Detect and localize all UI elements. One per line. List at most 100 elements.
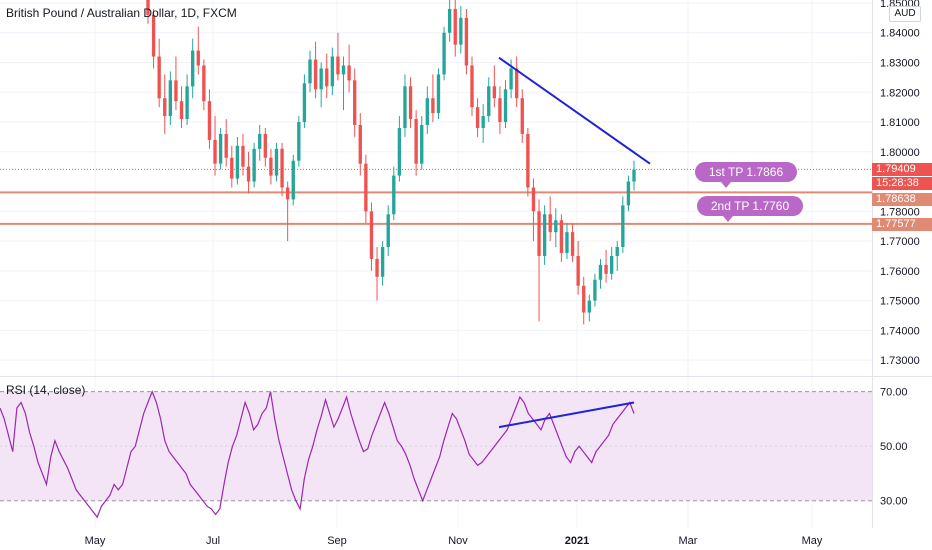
candle-body <box>436 74 441 114</box>
tp1-callout[interactable]: 1st TP 1.7866 <box>695 162 797 182</box>
price-tick-label: 1.77000 <box>880 236 920 248</box>
candle <box>475 98 480 137</box>
candle <box>598 258 603 289</box>
candle <box>470 56 474 117</box>
candle-body <box>246 166 251 182</box>
candle <box>626 175 631 212</box>
candle-body <box>447 8 452 33</box>
candles <box>146 0 636 325</box>
candle-body <box>330 56 335 87</box>
candle <box>163 74 167 134</box>
candle-body <box>218 133 223 164</box>
candle-body <box>542 214 547 256</box>
candle-body <box>621 205 625 248</box>
candle <box>269 148 273 185</box>
time-axis-label: Jul <box>206 535 220 547</box>
candle <box>213 116 217 176</box>
candle-body <box>353 80 357 125</box>
candle <box>526 127 530 197</box>
candle-body <box>263 133 267 158</box>
candle <box>559 214 564 262</box>
candle <box>146 0 150 24</box>
candle-body <box>191 50 195 87</box>
tp2-callout[interactable]: 2nd TP 1.7760 <box>697 196 803 216</box>
rsi-title: RSI (14, close) <box>6 383 86 397</box>
candle <box>274 142 279 182</box>
candle <box>246 151 251 194</box>
candle-body <box>520 98 524 134</box>
candle-body <box>336 56 340 75</box>
tp2-callout-pointer <box>723 216 733 222</box>
countdown-tag: 15:28:38 <box>872 177 932 190</box>
price-tick-label: 1.85000 <box>880 0 920 10</box>
price-tick-label: 1.82000 <box>880 87 920 99</box>
currency-button[interactable]: AUD <box>889 6 921 22</box>
candle-body <box>185 86 189 120</box>
time-axis-label: 2021 <box>565 535 589 547</box>
candle-body <box>308 59 312 84</box>
candle-body <box>207 101 212 140</box>
candle-body <box>285 187 290 200</box>
candle-body <box>274 148 279 176</box>
candle-body <box>565 232 569 253</box>
last-price-tag: 1.79409 <box>872 163 932 176</box>
candle <box>241 133 245 176</box>
candle-body <box>414 119 418 164</box>
price-tick-label: 1.84000 <box>880 28 920 40</box>
candle <box>487 77 491 123</box>
candle <box>609 247 614 280</box>
candle-body <box>347 65 351 81</box>
candle <box>336 32 340 81</box>
rsi-tick-label: 50.00 <box>880 441 908 453</box>
time-axis-label: Sep <box>327 535 347 547</box>
candle <box>330 47 335 96</box>
candle <box>302 74 307 128</box>
candle <box>185 74 189 125</box>
candle-body <box>509 68 513 90</box>
candle <box>291 154 295 206</box>
candle-body <box>341 65 346 75</box>
rsi-tick-label: 70.00 <box>880 387 908 399</box>
candle <box>235 136 240 185</box>
candle-body <box>425 98 429 125</box>
candle <box>542 205 547 265</box>
candle-body <box>146 0 150 15</box>
rsi-trendline[interactable] <box>498 401 635 429</box>
candle <box>353 68 357 137</box>
candle-body <box>408 86 413 120</box>
line-2-price-tag: 1.77577 <box>872 218 932 231</box>
candle <box>218 127 223 170</box>
candle-body <box>609 255 614 274</box>
candle-body <box>230 157 234 179</box>
candle-body <box>526 133 530 188</box>
candle <box>297 116 301 167</box>
price-tick-label: 1.80000 <box>880 147 920 159</box>
candle-body <box>258 133 262 149</box>
candle-body <box>313 59 318 90</box>
candle <box>341 56 346 111</box>
candle <box>565 223 569 259</box>
candle <box>319 62 323 108</box>
candle <box>196 26 200 75</box>
rsi-line <box>0 389 635 519</box>
line-1-price-tag: 1.78638 <box>872 193 932 206</box>
price-tick-label: 1.74000 <box>880 325 920 337</box>
price-trendline[interactable] <box>498 56 651 165</box>
candle <box>520 89 524 143</box>
candle <box>503 80 508 128</box>
candle-body <box>319 68 323 90</box>
candle <box>604 250 608 283</box>
candle <box>531 178 536 242</box>
candle-body <box>280 148 284 188</box>
rsi-axis-ticks: 70.00 50.00 30.00 <box>880 387 908 508</box>
candle <box>397 116 402 182</box>
price-tick-label: 1.76000 <box>880 266 920 278</box>
candle-body <box>515 68 519 99</box>
price-tick-label: 1.78000 <box>880 206 920 218</box>
candle-body <box>392 175 396 215</box>
candle <box>582 276 586 325</box>
candle-body <box>297 122 301 161</box>
candle <box>459 5 463 54</box>
candle-body <box>269 157 273 176</box>
